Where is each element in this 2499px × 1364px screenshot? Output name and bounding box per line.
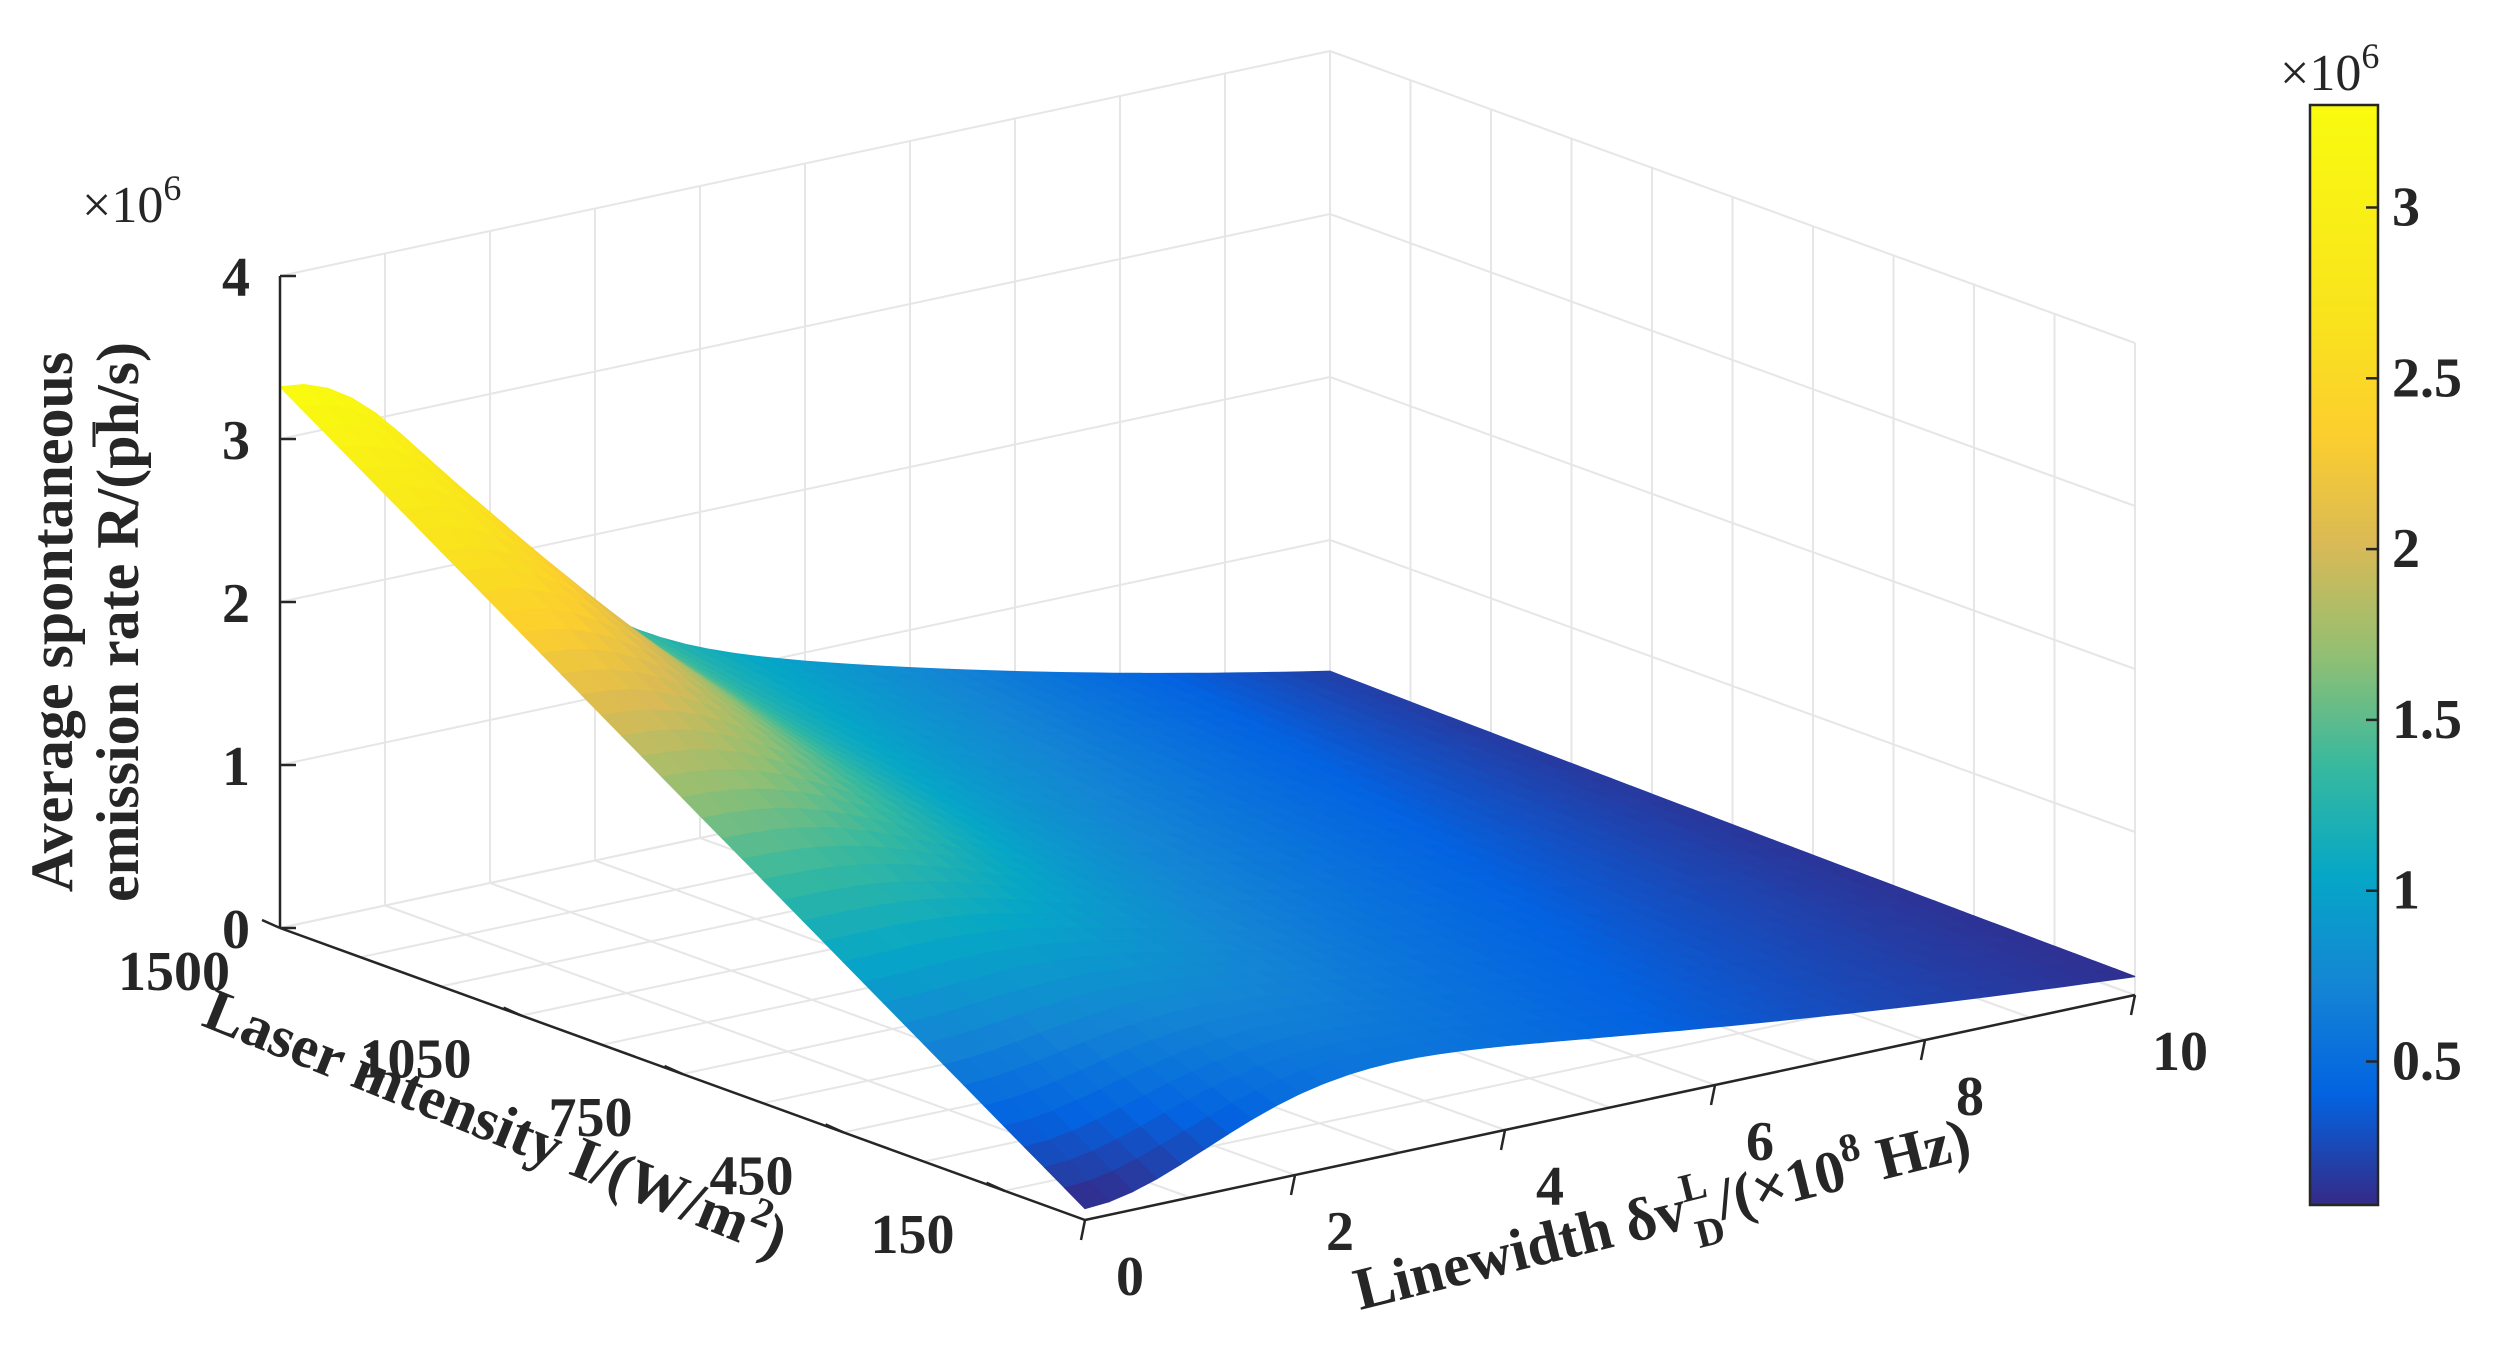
y-tick-mark: [985, 1181, 1006, 1192]
x-tick-mark: [1709, 1084, 1717, 1106]
colorbar-tick-label: 2.5: [2392, 347, 2462, 409]
x-tick-label: 4: [1536, 1156, 1564, 1218]
x-tick-label: 8: [1956, 1066, 1984, 1128]
y-tick-label: 750: [549, 1087, 633, 1149]
y-tick-label: 150: [871, 1204, 955, 1266]
y-tick-mark: [502, 1006, 523, 1017]
x-tick-label: 0: [1116, 1246, 1144, 1308]
y-tick-label: 450: [710, 1145, 794, 1207]
x-tick-mark: [1289, 1174, 1297, 1196]
x-tick-mark: [1079, 1219, 1087, 1241]
colorbar-tick-label: 0.5: [2392, 1031, 2462, 1093]
x-tick-mark: [1499, 1129, 1507, 1151]
z-tick-label: 3: [222, 410, 250, 472]
y-tick-label: 1050: [360, 1029, 472, 1091]
x-tick-label: 2: [1326, 1201, 1354, 1263]
z-tick-label: 1: [222, 736, 250, 798]
y-tick-mark: [824, 1123, 845, 1134]
z-tick-label: 4: [222, 247, 250, 309]
z-axis-label-line2: emission rate R/(ph/s): [85, 342, 151, 902]
y-tick-mark: [261, 918, 281, 930]
z-tick-label: 2: [222, 573, 250, 635]
y-axis-label: Laser intensity I/(W/m2): [195, 969, 799, 1270]
y-tick-label: 1500: [118, 941, 230, 1003]
colorbar-tick-label: 1.5: [2392, 689, 2462, 751]
x-tick-mark: [2129, 994, 2137, 1016]
x-axis-line: [1084, 993, 2136, 1222]
x-tick-mark: [1919, 1039, 1927, 1061]
surface-patch: [1063, 1180, 1111, 1210]
x-tick-label: 10: [2152, 1021, 2208, 1083]
y-tick-mark: [663, 1064, 684, 1076]
colorbar-tick-label: 1: [2392, 860, 2420, 922]
colorbar-tick-label: 2: [2392, 518, 2420, 580]
colorbar-tick-label: 3: [2392, 176, 2420, 238]
z-tick-label: 0: [222, 899, 250, 961]
tick-labels: 0 1 2 3 4 0 2 4 6 8 10 150 450 750 1050 1500: [118, 247, 2208, 1308]
z-axis-label-line1: Average spontaneous: [19, 352, 85, 893]
colorbar-ticks: 0.5 1 1.5 2 2.5 3: [2366, 176, 2462, 1093]
colorbar-multiplier: ×106: [2280, 36, 2379, 102]
surface-mesh: [278, 383, 2136, 1210]
x-axis-label: Linewidth δvLD/(×108 Hz): [1345, 1097, 1981, 1340]
z-multiplier: ×106: [82, 168, 181, 234]
colorbar: 0.5 1 1.5 2 2.5 3 ×106: [2280, 36, 2462, 1207]
colorbar-gradient: [2308, 103, 2380, 1207]
x-tick-label: 6: [1746, 1111, 1774, 1173]
